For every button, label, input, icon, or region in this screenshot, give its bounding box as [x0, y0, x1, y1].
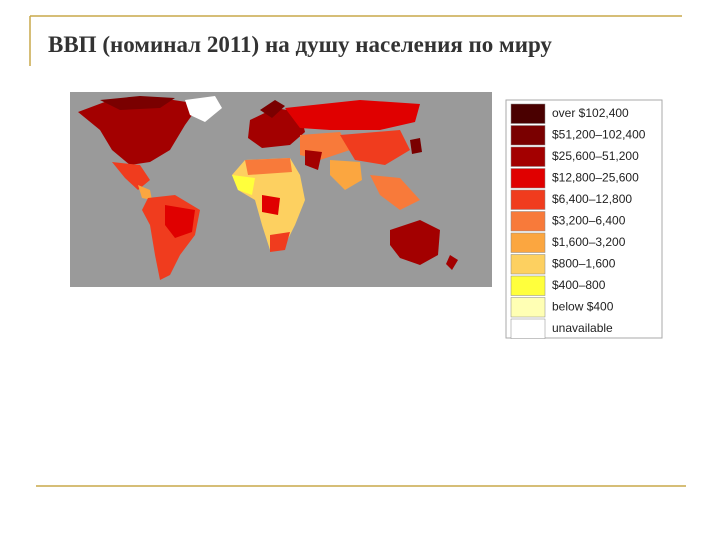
- legend-label: below $400: [552, 299, 614, 313]
- legend-label: $400–800: [552, 278, 606, 292]
- legend-swatch: [510, 275, 546, 296]
- world-map: [70, 92, 492, 287]
- legend-label: $1,600–3,200: [552, 235, 626, 249]
- legend-swatch: [510, 168, 546, 189]
- legend-swatch: [510, 189, 546, 210]
- legend-label: over $102,400: [552, 106, 629, 120]
- legend-swatch: [510, 211, 546, 232]
- legend-swatch: [510, 146, 546, 167]
- legend-swatch: [510, 297, 546, 318]
- legend: over $102,400 $51,200–102,400 $25,600–51,2…: [505, 99, 663, 339]
- legend-swatch: [510, 254, 546, 275]
- legend-label: $800–1,600: [552, 256, 616, 270]
- legend-label: unavailable: [552, 321, 613, 335]
- legend-label: $25,600–51,200: [552, 149, 639, 163]
- legend-swatch: [510, 103, 546, 124]
- legend-label: $3,200–6,400: [552, 213, 626, 227]
- legend-swatch: [510, 318, 546, 339]
- legend-label: $12,800–25,600: [552, 170, 639, 184]
- legend-label: $6,400–12,800: [552, 192, 632, 206]
- legend-swatch: [510, 125, 546, 146]
- legend-label: $51,200–102,400: [552, 127, 646, 141]
- legend-swatch: [510, 232, 546, 253]
- slide-title: ВВП (номинал 2011) на душу населения по …: [48, 32, 552, 57]
